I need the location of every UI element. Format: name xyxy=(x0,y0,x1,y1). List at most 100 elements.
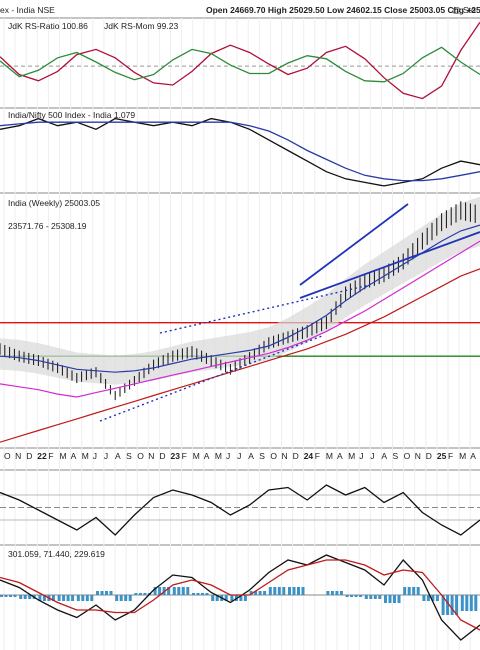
macd-hist-bar xyxy=(211,595,215,601)
x-tick-label-3: 22 xyxy=(37,451,47,461)
macd-hist-bar xyxy=(158,587,162,595)
macd-hist-bar xyxy=(71,595,75,601)
x-tick-label-13: N xyxy=(148,451,154,461)
x-tick-label-9: J xyxy=(104,451,108,461)
x-tick-label-38: D xyxy=(426,451,432,461)
price-legend: India (Weekly) 25003.05 xyxy=(8,198,100,208)
x-tick-label-24: O xyxy=(270,451,277,461)
macd-hist-bar xyxy=(177,587,181,595)
macd-hist-bar xyxy=(393,595,396,603)
x-tick-label-1: N xyxy=(15,451,21,461)
brand-watermark: @ Sto xyxy=(452,5,476,15)
x-tick-label-34: A xyxy=(381,451,387,461)
x-tick-label-26: D xyxy=(293,451,299,461)
macd-hist-bar xyxy=(369,595,373,599)
price-range-legend: 23571.76 - 25308.19 xyxy=(8,221,87,231)
x-tick-label-42: A xyxy=(470,451,476,461)
macd-hist-bar xyxy=(224,595,228,601)
macd-hist-bar xyxy=(263,591,267,595)
x-tick-label-6: A xyxy=(71,451,77,461)
macd-hist-bar xyxy=(105,591,108,595)
x-tick-label-33: J xyxy=(370,451,374,461)
macd-hist-bar xyxy=(42,595,46,601)
macd-hist-bar xyxy=(460,595,464,611)
macd-hist-bar xyxy=(277,587,281,595)
x-tick-label-4: F xyxy=(48,451,53,461)
macd-hist-bar xyxy=(292,587,296,595)
x-tick-label-23: S xyxy=(259,451,265,461)
channel-bottom-line xyxy=(299,231,480,299)
macd-hist-bar xyxy=(403,587,407,595)
macd-hist-bar xyxy=(350,595,354,597)
osc-series-osc xyxy=(0,484,480,536)
macd-hist-bar xyxy=(474,595,478,611)
price-ma-200 xyxy=(0,268,480,443)
macd-hist-bar xyxy=(143,593,147,595)
macd-hist-bar xyxy=(254,591,258,595)
macd-hist-bar xyxy=(412,587,416,595)
macd-hist-bar xyxy=(124,595,128,601)
macd-hist-bar xyxy=(81,595,85,601)
upper-trend-line xyxy=(159,284,371,334)
macd-hist-bar xyxy=(100,591,104,595)
macd-hist-bar xyxy=(215,595,219,601)
macd-hist-bar xyxy=(268,587,272,595)
x-tick-label-14: D xyxy=(159,451,165,461)
header-ohlc: Open 24669.70 High 25029.50 Low 24602.15… xyxy=(206,5,480,15)
macd-hist-bar xyxy=(301,587,305,595)
macd-hist-bar xyxy=(119,595,123,601)
macd-hist-bar xyxy=(186,587,190,595)
macd-hist-bar xyxy=(51,595,55,601)
macd-hist-bar xyxy=(384,595,387,603)
macd-hist-bar xyxy=(426,595,430,601)
macd-hist-bar xyxy=(196,593,200,595)
macd-hist-bar xyxy=(109,591,113,595)
x-tick-label-10: A xyxy=(115,451,121,461)
macd-hist-bar xyxy=(62,595,66,601)
rrg-legend-ratio: JdK RS-Ratio 100.86 xyxy=(8,21,88,31)
macd-hist-bar xyxy=(205,593,209,595)
x-tick-label-28: F xyxy=(315,451,320,461)
x-tick-label-16: F xyxy=(182,451,187,461)
macd-hist-bar xyxy=(288,587,291,595)
macd-series-macd xyxy=(0,554,480,641)
macd-hist-bar xyxy=(416,587,420,595)
macd-hist-bar xyxy=(422,595,426,601)
x-tick-label-19: M xyxy=(215,451,222,461)
macd-hist-bar xyxy=(450,595,454,615)
x-tick-label-29: M xyxy=(326,451,333,461)
rrg-legend-mom: JdK RS-Mom 99.23 xyxy=(104,21,178,31)
x-tick-label-18: A xyxy=(204,451,210,461)
macd-series-signal xyxy=(0,559,480,631)
rs-series-ma xyxy=(0,121,480,182)
rs-legend: India/Nifty 500 Index - India 1.079 xyxy=(8,110,135,120)
x-tick-label-11: S xyxy=(126,451,132,461)
macd-hist-bar xyxy=(138,593,142,595)
macd-hist-bar xyxy=(273,587,277,595)
macd-hist-bar xyxy=(85,595,89,601)
macd-hist-bar xyxy=(469,595,473,611)
x-tick-label-17: M xyxy=(193,451,200,461)
x-tick-label-12: O xyxy=(137,451,144,461)
x-tick-label-30: A xyxy=(337,451,343,461)
macd-hist-bar xyxy=(446,595,450,615)
macd-hist-bar xyxy=(345,595,349,597)
x-tick-label-31: M xyxy=(348,451,355,461)
macd-hist-bar xyxy=(297,587,300,595)
macd-hist-bar xyxy=(0,595,3,597)
x-tick-label-25: N xyxy=(282,451,288,461)
macd-hist-bar xyxy=(431,595,435,601)
macd-hist-bar xyxy=(28,595,32,599)
price-ma-long xyxy=(0,240,480,398)
macd-hist-bar xyxy=(19,595,23,599)
x-tick-label-5: M xyxy=(60,451,67,461)
macd-hist-bar xyxy=(249,591,253,595)
macd-hist-bar xyxy=(435,595,439,601)
macd-hist-bar xyxy=(388,595,392,603)
x-tick-label-7: M xyxy=(82,451,89,461)
macd-hist-bar xyxy=(282,587,286,595)
x-tick-label-20: J xyxy=(226,451,230,461)
macd-hist-bar xyxy=(153,587,157,595)
